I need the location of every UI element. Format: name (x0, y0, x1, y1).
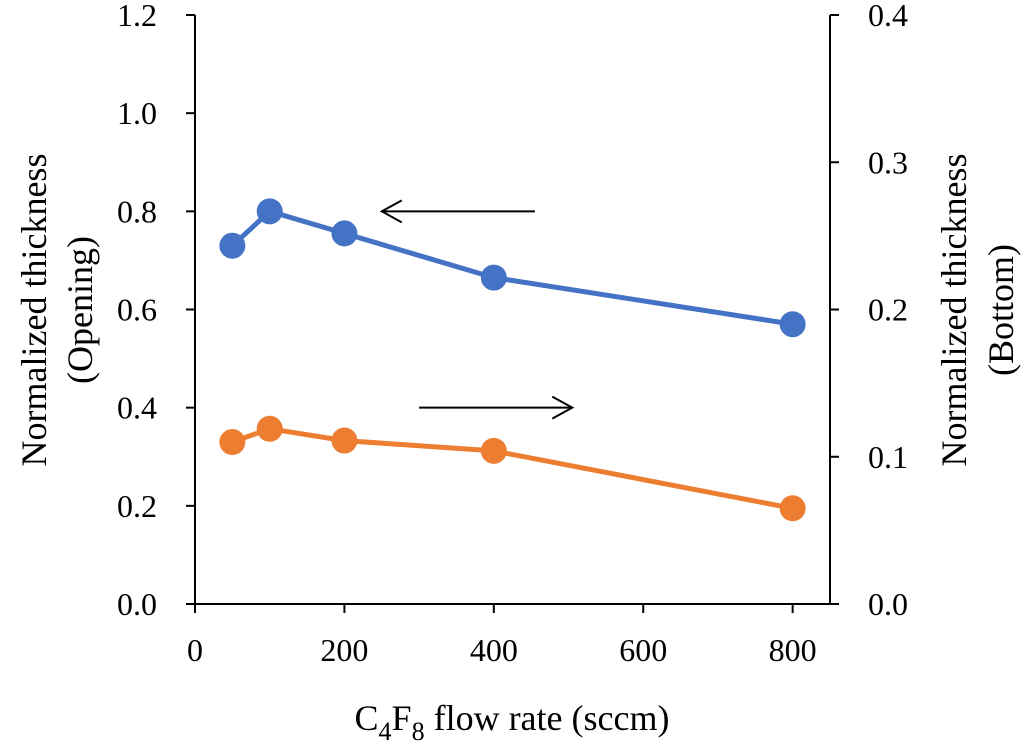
y-right-tick-label: 0.2 (868, 292, 908, 328)
tick-labels: 0.0 0.2 0.4 0.6 0.8 1.0 1.2 0.0 0.1 0.2 0.3 0.4 0 200… (117, 0, 908, 668)
data-point-opening (480, 264, 507, 291)
x-title-prefix: C (355, 698, 379, 738)
data-point-opening (779, 311, 806, 338)
y-right-tick-label: 0.3 (868, 144, 908, 180)
axes (194, 15, 831, 605)
bottom-axis-arrow (419, 395, 575, 420)
x-tick-label: 200 (320, 632, 368, 668)
y-left-tick-label: 1.2 (117, 0, 157, 33)
data-point-opening (256, 198, 283, 225)
series-line-bottom (229, 426, 796, 511)
y-left-tick-label: 0.6 (117, 292, 157, 328)
y-right-tick-label: 0.4 (868, 0, 908, 33)
y-left-tick-label: 0.4 (117, 390, 157, 426)
y-left-title-line1: Normalized thickness (14, 154, 54, 467)
data-point-bottom (779, 495, 806, 522)
y-right-tick-label: 0.0 (868, 586, 908, 622)
x-title-suffix: flow rate (sccm) (425, 698, 670, 738)
data-point-bottom (331, 427, 358, 454)
x-tick-label: 0 (187, 632, 203, 668)
data-point-bottom (219, 429, 246, 456)
x-tick-label: 400 (470, 632, 518, 668)
data-point-opening (219, 232, 246, 259)
x-title-mid: F (392, 698, 412, 738)
annotations (379, 199, 575, 420)
y-left-tick-label: 0.0 (117, 586, 157, 622)
x-tick-label: 800 (769, 632, 817, 668)
y-right-title-line1: Normalized thickness (934, 154, 974, 467)
x-title-sub2: 8 (412, 717, 425, 744)
data-point-opening (331, 220, 358, 247)
data-point-bottom (256, 415, 283, 442)
x-axis-title: C4F8 flow rate (sccm) (355, 698, 670, 744)
series-group (219, 198, 806, 522)
opening-axis-arrow (379, 199, 535, 224)
bottom-axis-arrow-head (551, 395, 575, 420)
y-left-title-line2: (Opening) (60, 236, 100, 384)
y-right-title-line2: (Bottom) (981, 244, 1021, 376)
y-left-tick-label: 1.0 (117, 95, 157, 131)
y-left-tick-label: 0.8 (117, 193, 157, 229)
x-title-sub1: 4 (379, 717, 392, 744)
x-tick-label: 600 (619, 632, 667, 668)
opening-axis-arrow-head (379, 199, 403, 224)
series-line-opening (229, 208, 796, 327)
y-left-tick-label: 0.2 (117, 488, 157, 524)
data-point-bottom (480, 437, 507, 464)
y-right-tick-label: 0.1 (868, 439, 908, 475)
tick-marks (186, 14, 839, 613)
